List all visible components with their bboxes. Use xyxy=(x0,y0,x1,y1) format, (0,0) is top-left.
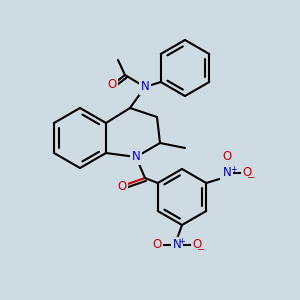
Text: −: − xyxy=(247,173,255,183)
Text: O: O xyxy=(223,151,232,164)
Text: O: O xyxy=(243,167,252,179)
Text: N: N xyxy=(141,80,149,94)
Text: N: N xyxy=(223,167,232,179)
Text: O: O xyxy=(192,238,202,251)
Text: N: N xyxy=(132,151,140,164)
Text: O: O xyxy=(107,79,117,92)
Text: N: N xyxy=(223,167,232,179)
Text: +: + xyxy=(178,236,185,245)
Text: O: O xyxy=(152,238,162,251)
Text: −: − xyxy=(197,245,205,255)
Text: +: + xyxy=(230,164,237,173)
Text: O: O xyxy=(117,179,127,193)
Text: N: N xyxy=(172,238,182,251)
Text: N: N xyxy=(223,167,232,179)
